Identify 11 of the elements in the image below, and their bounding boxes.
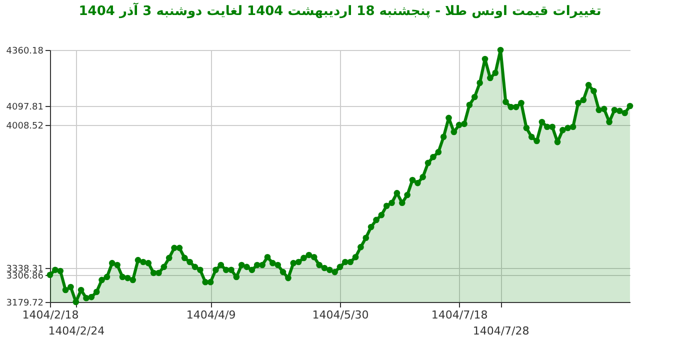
x-tick-label: 1404/4/9 [186,308,236,322]
x-tick-label: 1404/5/30 [312,308,369,322]
chart-title: تغییرات قیمت اونس طلا - پنجشنبه 18 اردیبهشت 1404 لغایت دوشنبه 3 آذر 1404 [78,2,602,19]
y-tick-label: 4008.52 [6,122,44,132]
x-tick-label: 1404/7/18 [431,308,488,322]
x-tick-label: 1404/2/24 [48,324,105,338]
y-tick-label: 4097.81 [6,102,44,113]
y-tick-label: 3179.72 [6,298,44,308]
x-tick-label: 1404/2/18 [22,308,79,322]
x-tick-label: 1404/7/28 [472,324,530,338]
y-tick-label: 4360.18 [6,46,44,56]
